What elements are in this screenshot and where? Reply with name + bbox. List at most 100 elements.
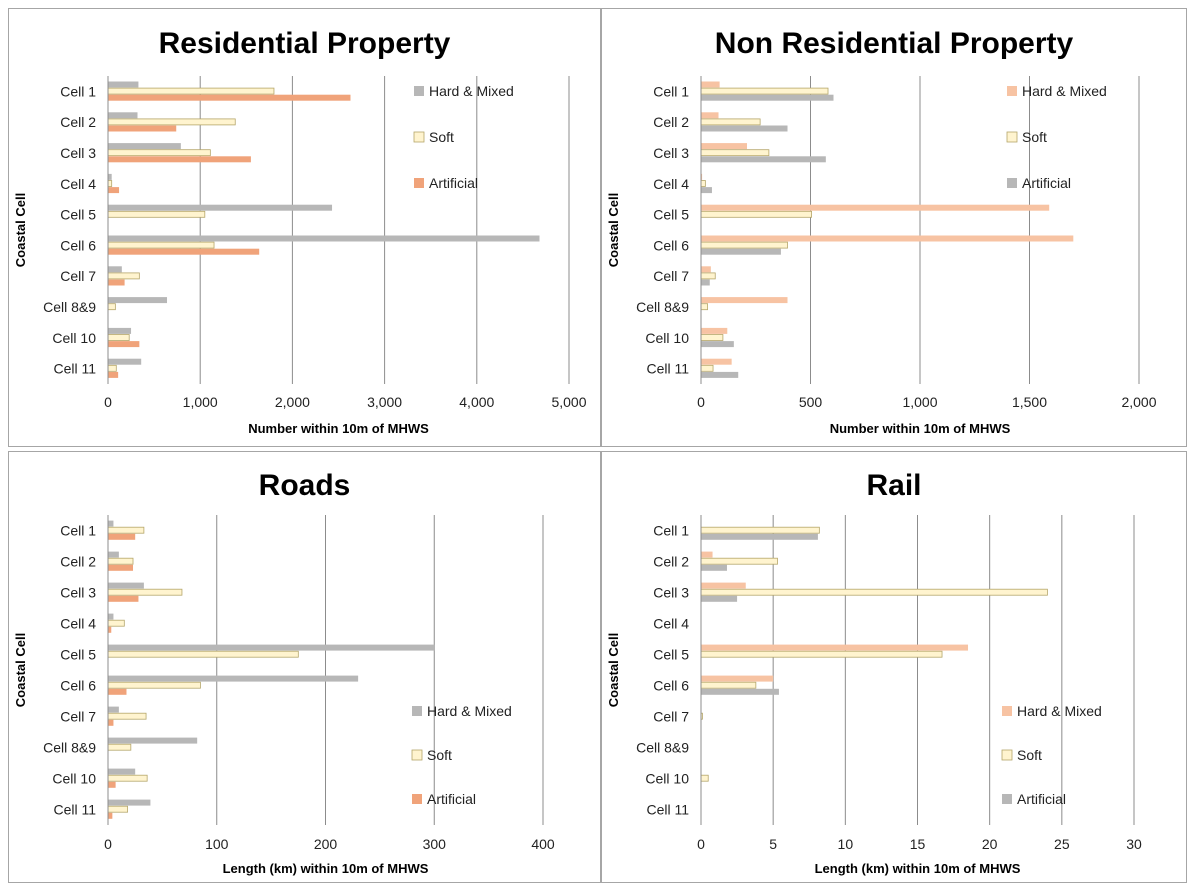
rail-chart: Rail Cell 1 Cell 2 Cell 3 Cell 4 Cell 5 Cell 6…: [606, 469, 1142, 876]
bar-cell-11-soft: [107, 805, 128, 813]
bar-cell-4-hard-mixed: [701, 173, 703, 180]
bar-cell-10-hard-mixed: [108, 327, 132, 334]
legend-swatch-artificial: [1002, 794, 1012, 804]
bar-cell-7-hard-mixed: [108, 706, 119, 713]
legend-swatch-soft: [411, 749, 423, 761]
y-tick-label: Cell 5: [60, 207, 96, 223]
bar-cell-8-9-soft: [107, 743, 132, 751]
chart-title: Roads: [259, 469, 351, 502]
y-tick-label: Cell 10: [52, 771, 96, 787]
bar-cell-6-soft: [700, 681, 757, 689]
bar-cell-8-9-hard-mixed: [701, 297, 788, 304]
x-tick-label: 300: [423, 836, 447, 852]
bar-cell-10-artificial: [108, 341, 140, 348]
y-tick-label: Cell 8&9: [636, 740, 689, 756]
bar-cell-4-artificial: [108, 187, 120, 194]
bar-cell-8-9-soft: [107, 303, 116, 311]
x-axis-label: Number within 10m of MHWS: [248, 421, 429, 436]
bar-cell-11-soft: [700, 364, 714, 372]
bar-cell-5-soft: [107, 210, 206, 218]
x-tick-label: 1,000: [902, 394, 937, 410]
y-tick-label: Cell 6: [653, 237, 689, 253]
y-tick-label: Cell 2: [653, 554, 689, 570]
legend-swatch-hard-mixed: [1007, 86, 1017, 96]
bar-cell-3-hard-mixed: [701, 143, 747, 150]
y-tick-label: Cell 10: [645, 330, 689, 346]
bar-cell-4-hard-mixed: [108, 613, 114, 620]
y-tick-label: Cell 2: [653, 114, 689, 130]
y-tick-label: Cell 7: [60, 268, 96, 284]
x-tick-label: 400: [531, 836, 555, 852]
y-axis-label: Coastal Cell: [606, 633, 621, 707]
y-tick-label: Cell 5: [653, 207, 689, 223]
bar-cell-4-artificial: [108, 626, 112, 633]
y-tick-label: Cell 3: [60, 145, 96, 161]
y-tick-label: Cell 11: [53, 361, 96, 377]
x-tick-label: 0: [697, 836, 705, 852]
bar-cell-4-soft: [107, 619, 125, 627]
y-tick-label: Cell 11: [646, 802, 689, 818]
roads-chart: Roads Cell 1 Cell 2 Cell 3 Cell 4 Cell 5 Cell …: [13, 469, 555, 876]
bar-cell-5-soft: [700, 650, 943, 658]
legend-swatch-hard-mixed: [414, 86, 424, 96]
legend-swatch-artificial: [412, 794, 422, 804]
y-tick-label: Cell 7: [60, 709, 96, 725]
bar-cell-1-hard-mixed: [701, 81, 720, 88]
bar-cell-6-artificial: [108, 248, 260, 255]
bar-cell-7-soft: [700, 272, 716, 280]
bar-cell-11-hard-mixed: [108, 799, 151, 806]
bar-cell-1-artificial: [701, 533, 818, 540]
bar-cell-10-soft: [107, 774, 148, 782]
bar-cell-1-soft: [700, 87, 829, 95]
y-tick-label: Cell 7: [653, 709, 689, 725]
bar-cell-6-soft: [107, 241, 215, 249]
bar-cell-7-artificial: [108, 719, 114, 726]
y-tick-label: Cell 8&9: [43, 740, 96, 756]
bar-cell-11-artificial: [108, 371, 119, 378]
bar-cell-1-soft: [700, 526, 820, 534]
x-axis-label: Number within 10m of MHWS: [830, 421, 1011, 436]
bar-cell-2-soft: [107, 557, 134, 565]
y-tick-label: Cell 5: [653, 647, 689, 663]
legend-label-artificial: Artificial: [429, 175, 478, 191]
y-tick-label: Cell 6: [653, 678, 689, 694]
bar-cell-6-hard-mixed: [701, 235, 1074, 242]
legend-swatch-artificial: [414, 178, 424, 188]
x-tick-label: 1,000: [183, 394, 218, 410]
legend-label-soft: Soft: [427, 747, 452, 763]
x-tick-label: 1,500: [1012, 394, 1047, 410]
y-axis-label: Coastal Cell: [13, 633, 28, 707]
bar-cell-11-artificial: [701, 371, 739, 378]
legend-label-artificial: Artificial: [1017, 791, 1066, 807]
bar-cell-2-hard-mixed: [701, 112, 719, 119]
legend-label-hard-mixed: Hard & Mixed: [429, 83, 514, 99]
residential-chart: Residential Property Cell 1 Cell 2 Cell 3 Ce…: [13, 27, 587, 436]
bar-cell-5-hard-mixed: [701, 644, 969, 651]
bar-cell-2-artificial: [108, 564, 134, 571]
bar-cell-8-9-hard-mixed: [108, 297, 168, 304]
bar-cell-10-soft: [700, 774, 709, 782]
y-tick-label: Cell 4: [653, 616, 689, 632]
x-tick-label: 2,000: [1121, 394, 1156, 410]
bar-cell-4-hard-mixed: [108, 173, 112, 180]
bar-cell-1-hard-mixed: [108, 520, 114, 527]
legend-label-artificial: Artificial: [1022, 175, 1071, 191]
bar-cell-6-soft: [107, 681, 201, 689]
bar-cell-2-artificial: [701, 125, 788, 132]
bar-cell-3-soft: [107, 149, 211, 157]
x-tick-label: 100: [205, 836, 229, 852]
chart-panel-rail: Rail Cell 1 Cell 2 Cell 3 Cell 4 Cell 5 Cell 6…: [601, 451, 1187, 883]
bar-cell-5-soft: [700, 210, 812, 218]
y-tick-label: Cell 3: [653, 145, 689, 161]
bar-cell-2-artificial: [701, 564, 727, 571]
bar-cell-6-soft: [700, 241, 788, 249]
y-tick-label: Cell 6: [60, 678, 96, 694]
x-axis-label: Length (km) within 10m of MHWS: [223, 861, 429, 876]
x-tick-label: 4,000: [459, 394, 494, 410]
chart-title: Rail: [866, 469, 921, 502]
legend-swatch-soft: [413, 131, 425, 143]
chart-title: Non Residential Property: [715, 27, 1074, 60]
bar-cell-6-hard-mixed: [108, 235, 540, 242]
y-tick-label: Cell 4: [60, 616, 96, 632]
y-tick-label: Cell 4: [653, 176, 689, 192]
